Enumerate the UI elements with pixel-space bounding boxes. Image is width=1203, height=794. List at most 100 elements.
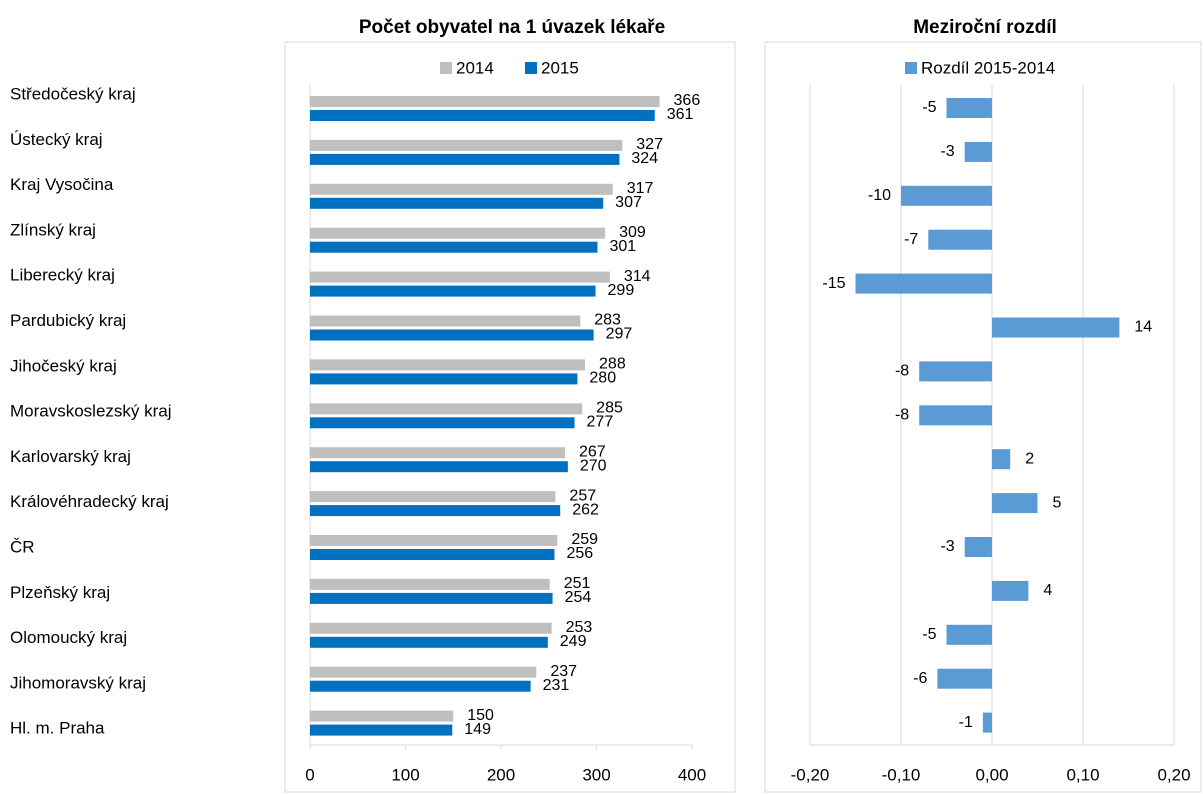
chart-title: Počet obyvatel na 1 úvazek lékaře [359,17,665,38]
bar [310,710,454,722]
bar [310,315,581,327]
bar [310,447,565,459]
data-label: 149 [464,721,491,738]
data-label: 150 [467,707,494,724]
bar [310,535,558,546]
data-label: 231 [543,677,570,694]
category-label: Olomoucký kraj [10,628,127,647]
category-label: Jihočeský kraj [10,356,117,375]
x-tick-label: -0,10 [882,765,921,784]
bar [310,724,453,736]
bar [310,680,531,692]
data-label: 285 [596,400,623,417]
category-label: Královéhradecký kraj [10,492,169,511]
data-label: -8 [895,363,909,380]
bar [310,359,586,371]
data-label: 267 [579,443,606,460]
bar [310,271,610,283]
category-label: Ústecký kraj [10,130,103,149]
legend-label: 2015 [541,58,579,77]
bar [310,329,594,341]
bar [310,592,553,604]
data-label: 259 [571,531,598,548]
category-label: Liberecký kraj [10,266,115,285]
bar [310,622,552,634]
data-label: 314 [624,268,651,285]
legend-swatch [525,62,537,74]
plot-frame [284,41,736,793]
data-label: 307 [615,194,642,211]
bar [946,624,992,645]
bar [310,241,598,253]
data-label: 317 [627,180,654,197]
data-label: 283 [594,312,621,329]
data-label: 2 [1025,450,1034,467]
bar [310,505,561,517]
x-tick-label: -0,20 [791,765,830,784]
data-label: 249 [560,633,587,650]
data-label: -8 [895,407,909,424]
data-label: 14 [1134,319,1152,336]
bar [919,405,992,426]
bar [310,183,613,195]
data-label: -3 [940,143,954,160]
x-tick-label: 400 [678,765,706,784]
category-label: Zlínský kraj [10,220,96,239]
bar [310,417,575,429]
bar [310,666,537,678]
data-label: 254 [565,589,592,606]
data-label: 280 [589,370,616,387]
bar [310,153,620,165]
category-label: Plzeňský kraj [10,583,110,602]
x-tick-label: 0,10 [1066,765,1099,784]
legend-swatch [440,62,452,74]
data-label: -1 [959,714,973,731]
bar [855,273,992,294]
x-tick-label: 100 [391,765,419,784]
bar [310,636,548,648]
data-label: 270 [580,457,607,474]
data-label: 5 [1053,494,1062,511]
bar [310,110,655,121]
x-tick-label: 300 [582,765,610,784]
plot-frame [764,41,1202,793]
category-label: Hl. m. Praha [10,719,105,738]
data-label: 327 [636,136,663,153]
legend-swatch [905,62,917,74]
bar [964,537,992,557]
bar [310,491,556,503]
data-label: 262 [572,501,599,518]
x-tick-label: 0 [305,765,314,784]
data-label: -5 [922,99,936,116]
category-label: ČR [10,537,35,556]
bar [310,578,550,590]
category-label: Moravskoslezský kraj [10,402,172,421]
x-tick-label: 200 [487,765,515,784]
data-label: 309 [619,224,646,241]
data-label: 299 [608,282,635,299]
category-label: Pardubický kraj [10,311,126,330]
bar [310,403,583,415]
bar [992,580,1029,601]
bar [946,98,992,118]
bar [928,229,992,250]
x-tick-label: 0,20 [1157,765,1190,784]
chart-title: Meziroční rozdíl [913,17,1057,38]
category-label: Karlovarský kraj [10,447,131,466]
data-label: -15 [822,275,845,292]
bar [310,461,568,473]
data-label: 237 [550,663,577,680]
bar [992,317,1120,338]
data-label: -10 [868,187,891,204]
x-tick-label: 0,00 [975,765,1008,784]
category-label: Jihomoravský kraj [10,673,146,692]
bar [310,373,578,385]
data-label: 253 [566,619,593,636]
data-label: 324 [631,150,658,167]
data-label: 256 [566,545,593,562]
data-label: -7 [904,231,918,248]
data-label: 366 [674,92,701,109]
bar [310,285,596,297]
bar [310,227,606,239]
